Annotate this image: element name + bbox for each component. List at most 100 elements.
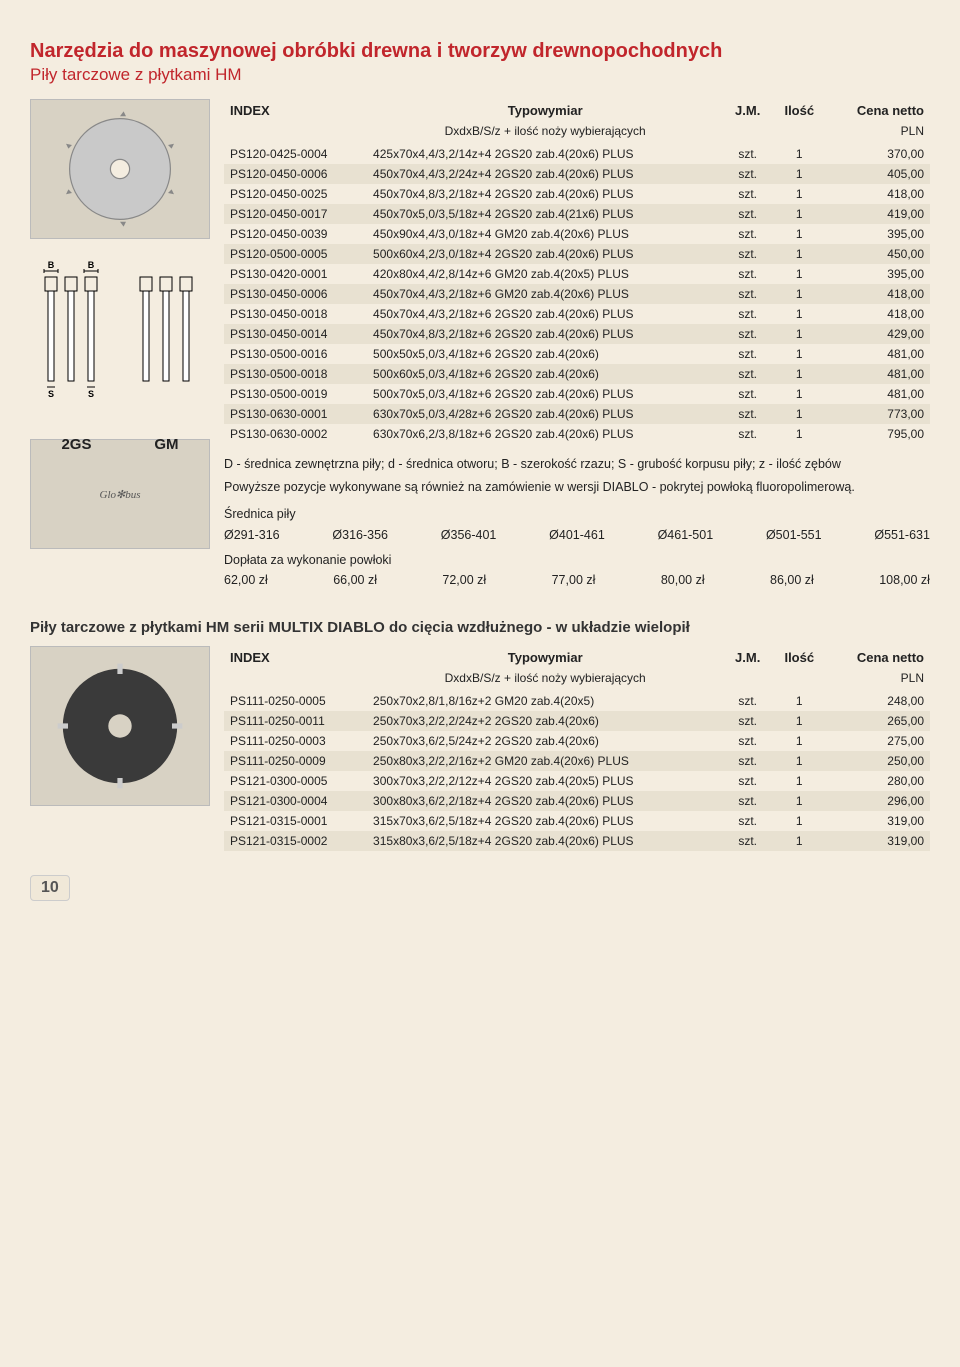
cell-index: PS121-0315-0002 xyxy=(224,831,367,851)
cell-qty: 1 xyxy=(772,264,826,284)
page-title: Narzędzia do maszynowej obróbki drewna i… xyxy=(30,40,930,63)
table-row: PS130-0500-0019500x70x5,0/3,4/18z+6 2GS2… xyxy=(224,384,930,404)
cell-index: PS130-0500-0018 xyxy=(224,364,367,384)
cell-index: PS120-0450-0006 xyxy=(224,164,367,184)
section2: INDEX Typowymiar J.M. Ilość Cena netto D… xyxy=(30,646,930,851)
cell-qty: 1 xyxy=(772,691,826,711)
cell-index: PS120-0450-0017 xyxy=(224,204,367,224)
cell-spec: 315x80x3,6/2,5/18z+4 2GS20 zab.4(20x6) P… xyxy=(367,831,723,851)
diameter-cell: Ø501-551 xyxy=(766,527,822,544)
svg-text:B: B xyxy=(48,260,55,270)
table-row: PS120-0450-0006450x70x4,4/3,2/24z+4 2GS2… xyxy=(224,164,930,184)
section1: B B S S 2GS GM Glo✻bus xyxy=(30,99,930,591)
table-row: PS111-0250-0005250x70x2,8/1,8/16z+2 GM20… xyxy=(224,691,930,711)
cell-qty: 1 xyxy=(772,184,826,204)
table-row: PS111-0250-0011250x70x3,2/2,2/24z+2 2GS2… xyxy=(224,711,930,731)
cell-jm: szt. xyxy=(723,244,772,264)
cell-spec: 300x70x3,2/2,2/12z+4 2GS20 zab.4(20x5) P… xyxy=(367,771,723,791)
th2-sub-price: PLN xyxy=(826,669,930,691)
cell-qty: 1 xyxy=(772,224,826,244)
cell-jm: szt. xyxy=(723,384,772,404)
cell-jm: szt. xyxy=(723,164,772,184)
cell-jm: szt. xyxy=(723,304,772,324)
notes-block: D - średnica zewnętrzna piły; d - średni… xyxy=(224,456,930,591)
cell-index: PS121-0300-0004 xyxy=(224,791,367,811)
diagram-label-gm: GM xyxy=(154,436,178,453)
cell-spec: 450x70x4,8/3,2/18z+6 2GS20 zab.4(20x6) P… xyxy=(367,324,723,344)
surcharge-cell: 72,00 zł xyxy=(442,572,486,589)
tooth-diagram: B B S S 2GS GM xyxy=(30,249,210,429)
th2-qty: Ilość xyxy=(772,646,826,669)
diameter-cell: Ø551-631 xyxy=(874,527,930,544)
cell-price: 265,00 xyxy=(826,711,930,731)
cell-index: PS121-0315-0001 xyxy=(224,811,367,831)
cell-jm: szt. xyxy=(723,791,772,811)
cell-index: PS130-0420-0001 xyxy=(224,264,367,284)
diablo-blade-photo xyxy=(30,646,210,806)
table-row: PS121-0300-0005300x70x3,2/2,2/12z+4 2GS2… xyxy=(224,771,930,791)
cell-spec: 450x70x4,8/3,2/18z+4 2GS20 zab.4(20x6) P… xyxy=(367,184,723,204)
diablo-note: Powyższe pozycje wykonywane są również n… xyxy=(224,479,930,496)
th2-type: Typowymiar xyxy=(367,646,723,669)
cell-price: 419,00 xyxy=(826,204,930,224)
cell-price: 481,00 xyxy=(826,364,930,384)
cell-qty: 1 xyxy=(772,831,826,851)
svg-text:B: B xyxy=(88,260,95,270)
cell-index: PS120-0450-0039 xyxy=(224,224,367,244)
th-type: Typowymiar xyxy=(367,99,723,122)
cell-index: PS111-0250-0003 xyxy=(224,731,367,751)
cell-index: PS120-0425-0004 xyxy=(224,144,367,164)
cell-jm: szt. xyxy=(723,731,772,751)
diameter-cell: Ø461-501 xyxy=(658,527,714,544)
cell-qty: 1 xyxy=(772,424,826,444)
cell-spec: 450x70x4,4/3,2/18z+6 GM20 zab.4(20x6) PL… xyxy=(367,284,723,304)
page-number: 10 xyxy=(30,875,70,901)
cell-index: PS130-0450-0018 xyxy=(224,304,367,324)
cell-price: 319,00 xyxy=(826,831,930,851)
cell-price: 773,00 xyxy=(826,404,930,424)
th-sub-price: PLN xyxy=(826,122,930,144)
cell-price: 275,00 xyxy=(826,731,930,751)
cell-price: 481,00 xyxy=(826,344,930,364)
cell-price: 418,00 xyxy=(826,304,930,324)
cell-qty: 1 xyxy=(772,384,826,404)
th-sub-type: DxdxB/S/z + ilość noży wybierających xyxy=(367,122,723,144)
cell-spec: 450x70x5,0/3,5/18z+4 2GS20 zab.4(21x6) P… xyxy=(367,204,723,224)
cell-qty: 1 xyxy=(772,144,826,164)
cell-spec: 450x70x4,4/3,2/18z+6 2GS20 zab.4(20x6) P… xyxy=(367,304,723,324)
table-row: PS120-0500-0005500x60x4,2/3,0/18z+4 2GS2… xyxy=(224,244,930,264)
table-row: PS120-0450-0025450x70x4,8/3,2/18z+4 2GS2… xyxy=(224,184,930,204)
th-index: INDEX xyxy=(224,99,367,122)
table-row: PS120-0425-0004425x70x4,4/3,2/14z+4 2GS2… xyxy=(224,144,930,164)
table-row: PS121-0315-0002315x80x3,6/2,5/18z+4 2GS2… xyxy=(224,831,930,851)
cell-qty: 1 xyxy=(772,284,826,304)
cell-jm: szt. xyxy=(723,204,772,224)
cell-index: PS120-0500-0005 xyxy=(224,244,367,264)
cell-price: 296,00 xyxy=(826,791,930,811)
cell-price: 319,00 xyxy=(826,811,930,831)
cell-qty: 1 xyxy=(772,364,826,384)
cell-price: 395,00 xyxy=(826,224,930,244)
th2-jm: J.M. xyxy=(723,646,772,669)
cell-price: 795,00 xyxy=(826,424,930,444)
cell-jm: szt. xyxy=(723,771,772,791)
cell-qty: 1 xyxy=(772,751,826,771)
surcharge-cell: 66,00 zł xyxy=(333,572,377,589)
cell-qty: 1 xyxy=(772,791,826,811)
right-column: INDEX Typowymiar J.M. Ilość Cena netto D… xyxy=(224,99,930,591)
table-row: PS130-0450-0006450x70x4,4/3,2/18z+6 GM20… xyxy=(224,284,930,304)
table-row: PS121-0300-0004300x80x3,6/2,2/18z+4 2GS2… xyxy=(224,791,930,811)
cell-price: 481,00 xyxy=(826,384,930,404)
svg-text:S: S xyxy=(88,389,94,399)
cell-spec: 450x70x4,4/3,2/24z+4 2GS20 zab.4(20x6) P… xyxy=(367,164,723,184)
cell-jm: szt. xyxy=(723,324,772,344)
diameter-cell: Ø401-461 xyxy=(549,527,605,544)
cell-spec: 250x80x3,2/2,2/16z+2 GM20 zab.4(20x6) PL… xyxy=(367,751,723,771)
th-jm: J.M. xyxy=(723,99,772,122)
surcharge-cell: 62,00 zł xyxy=(224,572,268,589)
cell-qty: 1 xyxy=(772,711,826,731)
page-header: Narzędzia do maszynowej obróbki drewna i… xyxy=(30,40,930,85)
cell-jm: szt. xyxy=(723,364,772,384)
cell-jm: szt. xyxy=(723,224,772,244)
cell-index: PS111-0250-0005 xyxy=(224,691,367,711)
